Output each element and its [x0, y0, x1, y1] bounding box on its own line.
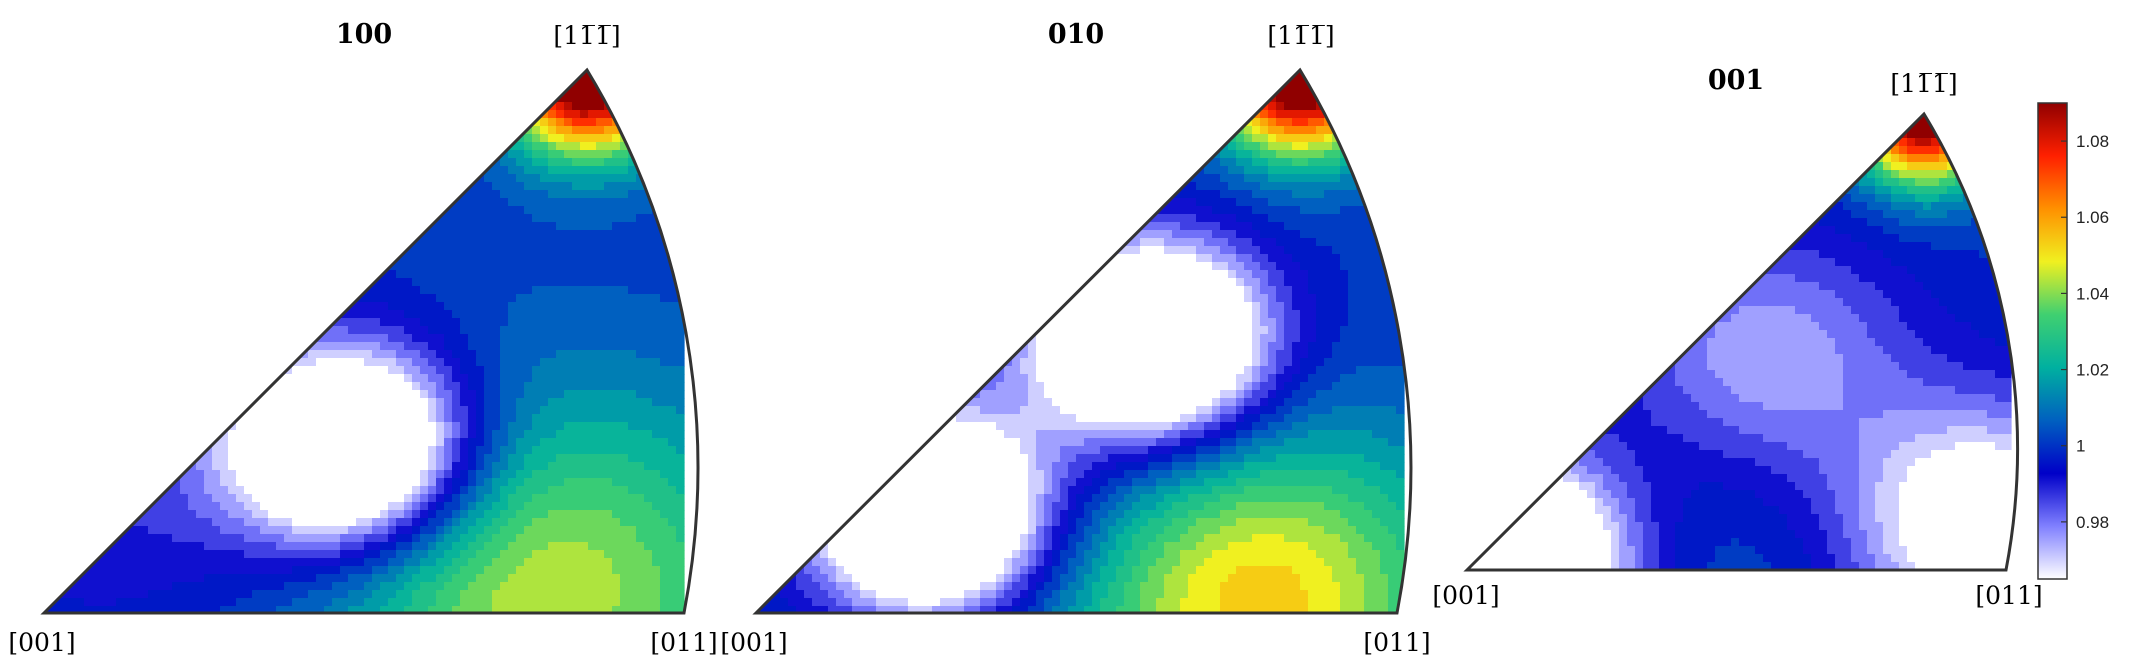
triangle-frame — [1463, 111, 2020, 572]
colorbar-tick-label: 1.06 — [2076, 208, 2109, 227]
ipf-panel-100: 100 [001] [011] [11̅1̅] — [8, 19, 717, 657]
contour-field — [44, 70, 685, 613]
colorbar-tick-label: 1.04 — [2076, 284, 2109, 303]
panel-title: 001 — [1708, 65, 1764, 96]
contour-field — [1467, 114, 2012, 570]
corner-label-001: [001] — [1432, 581, 1499, 610]
corner-label-001: [001] — [720, 628, 787, 657]
panel-title: 010 — [1048, 19, 1104, 50]
corner-label-011: [011] — [1975, 581, 2042, 610]
corner-label-1-1-1: [11̅1̅] — [1267, 21, 1334, 50]
colorbar-tick-label: 0.98 — [2076, 513, 2109, 532]
corner-label-001: [001] — [8, 628, 75, 657]
triangle-frame — [752, 67, 1413, 615]
contour-field — [756, 70, 1405, 613]
triangle-frame — [40, 67, 700, 615]
colorbar: 0.98 1 1.02 1.04 1.06 1.08 — [2037, 102, 2109, 580]
colorbar-tick-label: 1.02 — [2076, 361, 2109, 380]
ipf-panel-001: 001 [001] [011] [11̅1̅] — [1432, 65, 2042, 610]
colorbar-tick-label: 1.08 — [2076, 132, 2109, 151]
ipf-panel-010: 010 [001] [011] [11̅1̅] — [720, 19, 1430, 657]
corner-label-1-1-1: [11̅1̅] — [553, 21, 620, 50]
corner-label-011: [011] — [1363, 628, 1430, 657]
corner-label-011: [011] — [650, 628, 717, 657]
colorbar-tick-label: 1 — [2076, 437, 2085, 456]
colorbar-gradient — [2037, 102, 2068, 580]
panel-title: 100 — [336, 19, 392, 50]
colorbar-ticks: 0.98 1 1.02 1.04 1.06 1.08 — [2061, 132, 2109, 532]
corner-label-1-1-1: [11̅1̅] — [1890, 69, 1957, 98]
